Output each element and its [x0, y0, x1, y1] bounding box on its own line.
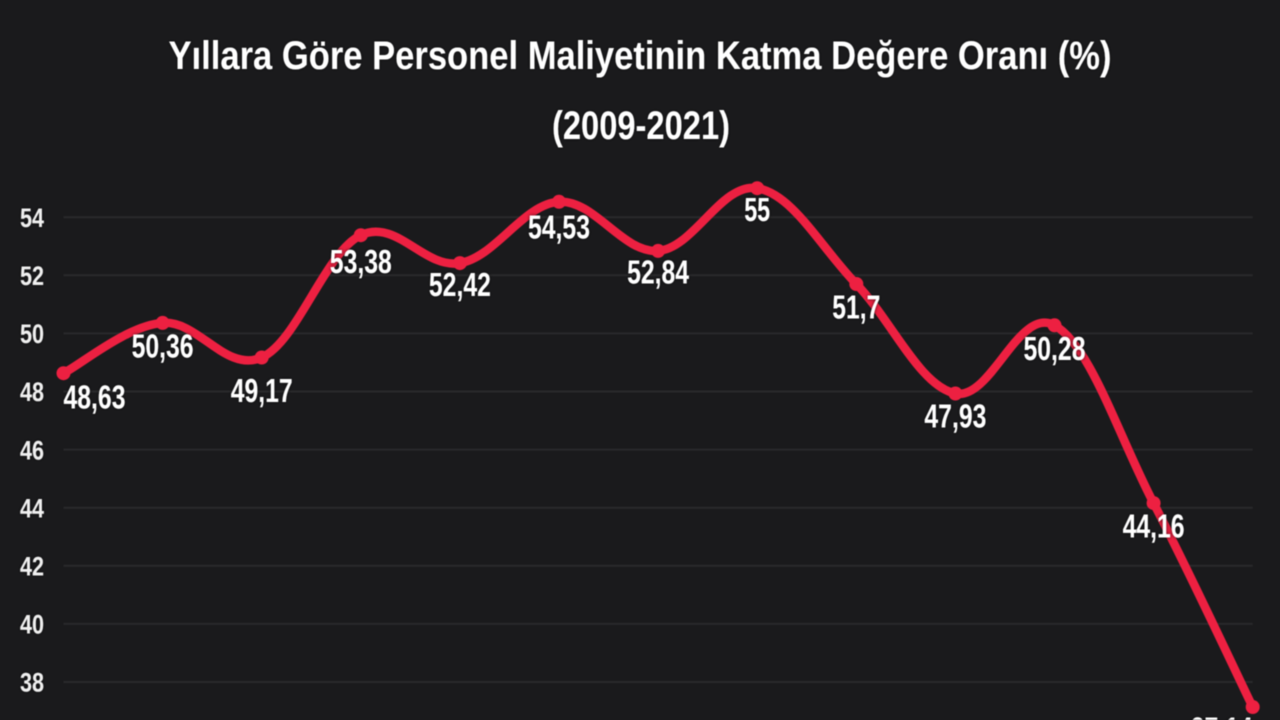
svg-text:38: 38: [20, 668, 44, 698]
svg-text:54: 54: [20, 203, 44, 233]
svg-text:46: 46: [20, 435, 44, 465]
svg-text:52,42: 52,42: [429, 266, 491, 303]
svg-text:51,7: 51,7: [832, 289, 880, 326]
svg-text:44,16: 44,16: [1123, 508, 1185, 545]
svg-text:42: 42: [20, 552, 44, 582]
svg-text:Yıllara Göre Personel Maliyeti: Yıllara Göre Personel Maliyetinin Katma …: [169, 34, 1112, 78]
svg-text:44: 44: [20, 493, 44, 523]
svg-text:53,38: 53,38: [330, 243, 392, 280]
svg-text:48,63: 48,63: [64, 379, 126, 416]
svg-text:50,36: 50,36: [132, 328, 194, 365]
svg-text:(2009-2021): (2009-2021): [552, 104, 730, 148]
svg-text:52,84: 52,84: [627, 254, 689, 291]
svg-text:48: 48: [20, 377, 44, 407]
svg-text:55: 55: [744, 191, 770, 228]
svg-text:49,17: 49,17: [231, 372, 293, 409]
svg-text:37,14: 37,14: [1191, 711, 1253, 720]
svg-text:52: 52: [20, 261, 44, 291]
svg-text:50: 50: [20, 319, 44, 349]
svg-text:50,28: 50,28: [1024, 330, 1086, 367]
svg-text:47,93: 47,93: [924, 398, 986, 435]
svg-text:54,53: 54,53: [528, 209, 590, 246]
svg-text:40: 40: [20, 610, 44, 640]
